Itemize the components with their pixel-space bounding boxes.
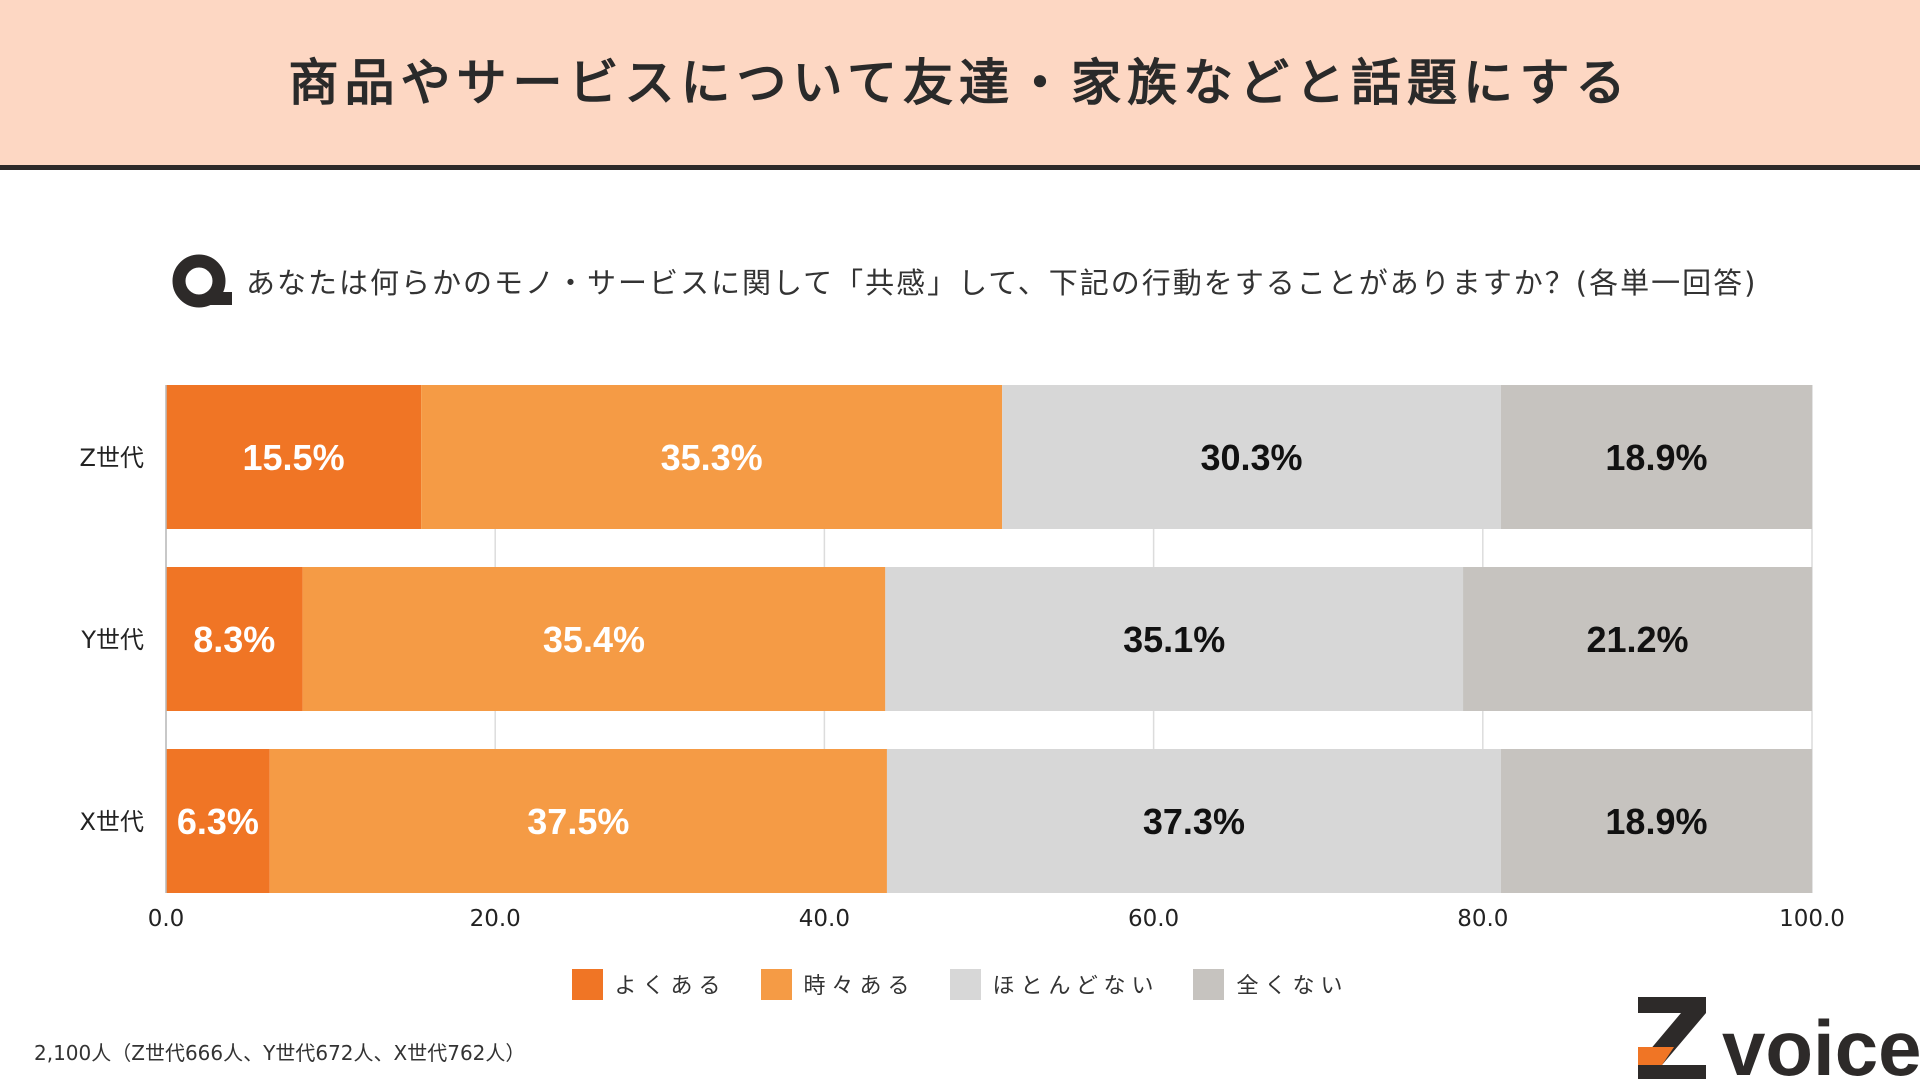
question-row: あなたは何らかのモノ・サービスに関して「共感」して、下記の行動をすることがありま… xyxy=(170,248,1757,314)
category-label: Y世代 xyxy=(80,626,144,654)
category-label: X世代 xyxy=(80,808,144,836)
data-label: 8.3% xyxy=(193,619,275,660)
legend-label: 時々ある xyxy=(803,974,916,999)
legend-item: 時々ある xyxy=(760,968,916,1000)
data-label: 18.9% xyxy=(1605,437,1707,478)
data-label: 37.5% xyxy=(527,801,629,842)
legend-swatch xyxy=(571,968,603,1000)
x-tick-label: 60.0 xyxy=(1128,906,1179,932)
data-label: 18.9% xyxy=(1605,801,1707,842)
data-label: 15.5% xyxy=(243,437,345,478)
header-banner: 商品やサービスについて友達・家族などと話題にする xyxy=(0,0,1920,170)
bar-segment xyxy=(421,385,1003,529)
stacked-bar-chart: Z世代 15.5% 35.3% 30.3% 18.9% Y世代 8.3% 35.4% 35.1%… xyxy=(80,385,1845,932)
chart-legend: よくある 時々ある ほとんどない 全くない xyxy=(0,968,1920,1000)
x-tick-label: 0.0 xyxy=(148,906,185,932)
legend-swatch xyxy=(760,968,792,1000)
sample-size-note: 2,100人（Z世代666人、Y世代672人、X世代762人） xyxy=(34,1041,526,1065)
data-label: 21.2% xyxy=(1586,619,1688,660)
x-tick-label: 40.0 xyxy=(799,906,850,932)
legend-item: 全くない xyxy=(1193,968,1348,1000)
data-label: 35.4% xyxy=(543,619,645,660)
legend-label: 全くない xyxy=(1236,974,1349,999)
bar-segment xyxy=(1500,385,1812,529)
data-label: 37.3% xyxy=(1143,801,1245,842)
legend-label: よくある xyxy=(614,974,727,999)
data-label: 30.3% xyxy=(1200,437,1302,478)
legend-item: ほとんどない xyxy=(949,968,1160,1000)
svg-text:voice: voice xyxy=(1722,1004,1920,1080)
bar-segment xyxy=(269,749,887,893)
bar-segment xyxy=(1500,749,1812,893)
question-q-icon xyxy=(172,254,232,308)
bar-segment xyxy=(1463,567,1812,711)
bar-segment xyxy=(302,567,886,711)
question-text: あなたは何らかのモノ・サービスに関して「共感」して、下記の行動をすることがありま… xyxy=(246,266,1758,300)
page-title: 商品やサービスについて友達・家族などと話題にする xyxy=(288,53,1632,112)
legend-item: よくある xyxy=(571,968,727,1000)
bar-segment xyxy=(166,385,422,529)
data-label: 35.1% xyxy=(1123,619,1225,660)
bar-segment xyxy=(886,749,1501,893)
bar-segment xyxy=(1002,385,1501,529)
legend-swatch xyxy=(1193,968,1225,1000)
bar-segment xyxy=(166,749,270,893)
x-tick-label: 20.0 xyxy=(470,906,521,932)
data-label: 35.3% xyxy=(661,437,763,478)
bar-segment xyxy=(885,567,1464,711)
x-tick-label: 80.0 xyxy=(1457,906,1508,932)
legend-swatch xyxy=(949,968,981,1000)
x-tick-label: 100.0 xyxy=(1779,906,1845,932)
zvoice-logo: voice xyxy=(1638,997,1920,1080)
data-label: 6.3% xyxy=(177,801,259,842)
category-label: Z世代 xyxy=(80,444,144,472)
legend-label: ほとんどない xyxy=(992,974,1160,999)
bar-segment xyxy=(166,567,303,711)
